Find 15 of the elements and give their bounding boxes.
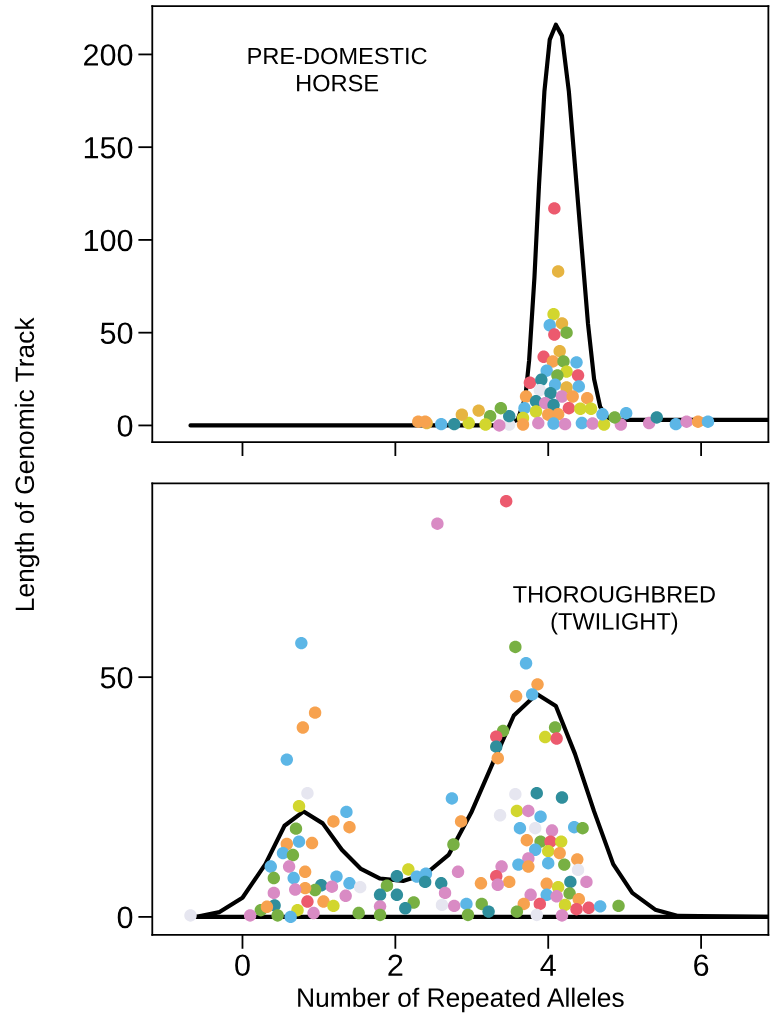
y-axis-title: Length of Genomic Track xyxy=(14,317,40,611)
y-tick-label: 0 xyxy=(117,415,133,437)
y-tick-label: 50 xyxy=(100,322,133,345)
x-tick-label: 4 xyxy=(540,954,556,976)
y-tick-label: 100 xyxy=(84,229,133,252)
x-tick-label: 0 xyxy=(235,954,250,977)
y-tick-label: 150 xyxy=(84,136,133,159)
annotation: PRE-DOMESTIC HORSE xyxy=(248,47,427,92)
y-tick-label: 200 xyxy=(84,44,133,66)
x-tick-label: 6 xyxy=(694,954,709,977)
x-axis-title: Number of Repeated Alleles xyxy=(298,987,624,1013)
x-tick-label: 2 xyxy=(388,954,403,976)
y-tick-label: 50 xyxy=(100,666,133,689)
annotation: THOROUGHBRED (TWILIGHT) xyxy=(513,585,715,635)
y-tick-label: 0 xyxy=(117,906,133,929)
